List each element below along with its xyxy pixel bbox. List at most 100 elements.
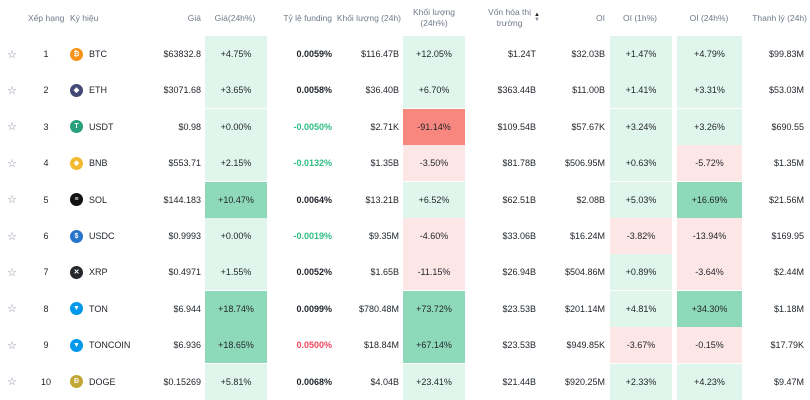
liquidation-cell: $21.56M (768, 194, 804, 205)
oi-1h-cell: +0.89% (610, 254, 672, 291)
sol-icon: ≡ (70, 193, 83, 207)
header-rank[interactable]: Xếp hạng (28, 12, 65, 23)
favorite-star-icon[interactable]: ☆ (7, 376, 17, 389)
market-cap-cell: $23.53B (502, 303, 536, 314)
liquidation-cell: $53.03M (768, 85, 804, 96)
table-row[interactable]: ☆ 3 T USDT $0.98 +0.00% -0.0050% $2.71K -91.14% $… (0, 108, 810, 145)
liquidation-cell: $169.95 (771, 231, 804, 241)
favorite-star-icon[interactable]: ☆ (7, 84, 17, 97)
liquidation-cell: $1.35M (773, 158, 804, 169)
symbol-cell[interactable]: ₿ BTC (70, 36, 140, 72)
volume-cell: $2.71K (370, 121, 399, 132)
table-row[interactable]: ☆ 2 ◆ ETH $3071.68 +3.65% 0.0058% $36.40B +6.70%… (0, 72, 810, 109)
oi-24h-cell: +4.23% (677, 363, 742, 400)
header-oi-24h[interactable]: OI (24h%) (689, 12, 729, 23)
open-interest-cell: $57.67K (571, 121, 605, 132)
oi-24h-cell: +3.31% (677, 72, 742, 109)
header-volume[interactable]: Khối lượng (24h) (336, 12, 401, 23)
favorite-star-icon[interactable]: ☆ (7, 266, 17, 279)
oi-24h-cell: +16.69% (677, 181, 742, 218)
ton-icon: ▼ (70, 302, 83, 316)
symbol-cell[interactable]: ◆ BNB (70, 145, 140, 181)
xrp-icon: ✕ (70, 265, 83, 279)
favorite-star-icon[interactable]: ☆ (7, 48, 17, 61)
market-cap-cell: $26.94B (502, 267, 536, 278)
usdt-icon: T (70, 120, 83, 134)
table-row[interactable]: ☆ 8 ▼ TON $6.944 +18.74% 0.0099% $780.48M +73.72… (0, 290, 810, 327)
volume-cell: $36.40B (365, 85, 399, 96)
volume-cell: $116.47B (361, 49, 399, 59)
header-symbol[interactable]: Ký hiệu (70, 12, 99, 23)
header-funding-rate[interactable]: Tỷ lệ funding (283, 12, 332, 23)
liquidation-cell: $9.47M (773, 376, 804, 387)
header-price-change[interactable]: Giá(24h%) (214, 12, 256, 23)
symbol-cell[interactable]: $ USDC (70, 218, 140, 254)
favorite-star-icon[interactable]: ☆ (7, 339, 17, 352)
volume-change-cell: +67.14% (403, 327, 465, 364)
header-oi[interactable]: OI (596, 12, 605, 23)
eth-icon: ◆ (70, 83, 83, 97)
volume-change-cell: -4.60% (403, 218, 465, 254)
symbol-cell[interactable]: ▼ TON (70, 291, 140, 327)
price-change-cell: +18.65% (205, 327, 267, 364)
table-row[interactable]: ☆ 9 ▼ TONCOIN $6.936 +18.65% 0.0500% $18.84M +67… (0, 327, 810, 364)
liquidation-cell: $99.83M (768, 49, 804, 59)
symbol-cell[interactable]: ✕ XRP (70, 254, 140, 290)
oi-24h-cell: +4.79% (677, 36, 742, 72)
oi-24h-cell: +34.30% (677, 290, 742, 327)
symbol-cell[interactable]: T USDT (70, 109, 140, 145)
funding-rate-cell: -0.0019% (293, 231, 332, 241)
header-volume-change[interactable]: Khối lượng (24h%) (413, 7, 455, 28)
volume-change-cell: -11.15% (403, 254, 465, 291)
header-market-cap[interactable]: Vốn hóa thị trường ▲ ▼ (470, 0, 540, 36)
symbol-cell[interactable]: ≡ SOL (70, 182, 140, 218)
symbol-cell[interactable]: ▼ TONCOIN (70, 327, 140, 363)
bnb-icon: ◆ (70, 156, 83, 170)
symbol-cell[interactable]: Ð DOGE (70, 364, 140, 400)
funding-rate-cell: 0.0052% (296, 267, 332, 278)
favorite-star-icon[interactable]: ☆ (7, 230, 17, 243)
symbol-label: DOGE (89, 376, 116, 387)
liquidation-cell: $1.18M (773, 303, 804, 314)
header-price[interactable]: Giá (187, 12, 201, 23)
volume-change-cell: +73.72% (403, 290, 465, 327)
price-cell: $0.9993 (168, 231, 201, 241)
volume-cell: $1.65B (370, 267, 399, 278)
favorite-star-icon[interactable]: ☆ (7, 121, 17, 134)
price-change-cell: +0.00% (205, 218, 267, 254)
favorite-star-icon[interactable]: ☆ (7, 303, 17, 316)
symbol-label: USDC (89, 231, 115, 241)
table-row[interactable]: ☆ 5 ≡ SOL $144.183 +10.47% 0.0064% $13.21B +6.52… (0, 181, 810, 218)
price-cell: $144.183 (163, 194, 201, 205)
header-liquidation[interactable]: Thanh lý (24h) (752, 12, 807, 23)
price-cell: $0.15269 (163, 376, 201, 387)
volume-cell: $1.35B (370, 158, 399, 169)
oi-1h-cell: -3.67% (610, 327, 672, 364)
market-cap-cell: $1.24T (507, 49, 536, 59)
open-interest-cell: $2.08B (576, 194, 605, 205)
volume-change-cell: +6.52% (403, 181, 465, 218)
symbol-cell[interactable]: ◆ ETH (70, 72, 140, 108)
table-row[interactable]: ☆ 10 Ð DOGE $0.15269 +5.81% 0.0068% $4.04B +23.4… (0, 363, 810, 400)
favorite-star-icon[interactable]: ☆ (7, 157, 17, 170)
symbol-label: USDT (89, 121, 114, 132)
table-row[interactable]: ☆ 7 ✕ XRP $0.4971 +1.55% 0.0052% $1.65B -11.15% $… (0, 254, 810, 291)
funding-rate-cell: 0.0058% (296, 85, 332, 96)
table-row[interactable]: ☆ 6 $ USDC $0.9993 +0.00% -0.0019% $9.35M -4.60%… (0, 218, 810, 254)
table-row[interactable]: ☆ 4 ◆ BNB $553.71 +2.15% -0.0132% $1.35B -3.50% $… (0, 145, 810, 182)
header-oi-1h[interactable]: OI (1h%) (622, 12, 657, 23)
market-cap-cell: $363.44B (497, 85, 536, 96)
symbol-label: BNB (89, 158, 108, 169)
open-interest-cell: $16.24M (569, 231, 605, 241)
oi-1h-cell: +5.03% (610, 181, 672, 218)
funding-rate-cell: 0.0068% (296, 376, 332, 387)
favorite-star-icon[interactable]: ☆ (7, 194, 17, 207)
funding-rate-cell: -0.0132% (293, 158, 332, 169)
oi-24h-cell: -3.64% (677, 254, 742, 291)
symbol-label: BTC (89, 49, 107, 59)
table-row[interactable]: ☆ 1 ₿ BTC $63832.8 +4.75% 0.0059% $116.47B +12.0… (0, 36, 810, 72)
rank-cell: 2 (43, 85, 49, 96)
toncoin-icon: ▼ (70, 338, 83, 352)
symbol-label: XRP (89, 267, 108, 278)
rank-cell: 1 (43, 49, 49, 59)
